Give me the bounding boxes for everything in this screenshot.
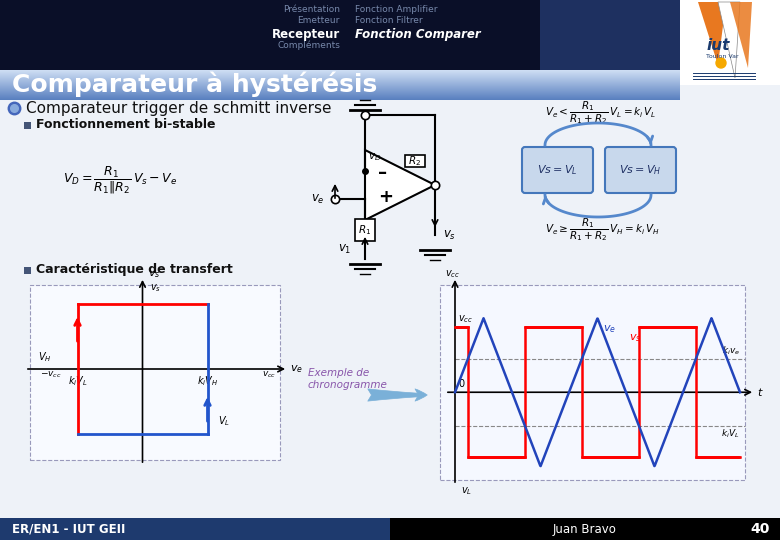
Text: Fonction Filtrer: Fonction Filtrer bbox=[355, 16, 423, 25]
Text: $V_e < \dfrac{R_1}{R_1+R_2}\,V_L = k_i\,V_L$: $V_e < \dfrac{R_1}{R_1+R_2}\,V_L = k_i\,… bbox=[545, 99, 657, 126]
Bar bbox=[405, 155, 425, 167]
Text: Recepteur: Recepteur bbox=[271, 28, 340, 41]
Bar bbox=[0, 80, 680, 81]
Text: $R_2$: $R_2$ bbox=[409, 154, 421, 168]
Text: ER/EN1 - IUT GEII: ER/EN1 - IUT GEII bbox=[12, 523, 126, 536]
Bar bbox=[0, 71, 680, 72]
Text: Fonctionnement bi-stable: Fonctionnement bi-stable bbox=[36, 118, 215, 132]
Text: $k_i V_H$: $k_i V_H$ bbox=[197, 374, 218, 388]
Bar bbox=[0, 92, 680, 93]
Bar bbox=[0, 85, 680, 86]
Text: $v_s$: $v_s$ bbox=[629, 332, 641, 344]
Bar bbox=[0, 88, 680, 89]
Text: Présentation: Présentation bbox=[283, 5, 340, 14]
Text: $v_{cc}$: $v_{cc}$ bbox=[458, 313, 473, 325]
Bar bbox=[390, 518, 780, 540]
Bar bbox=[30, 285, 280, 460]
Bar bbox=[0, 73, 680, 74]
Text: $v_{cc}$: $v_{cc}$ bbox=[445, 268, 460, 280]
Bar bbox=[440, 285, 745, 480]
Polygon shape bbox=[698, 2, 726, 65]
Bar bbox=[0, 97, 680, 98]
Bar bbox=[0, 98, 680, 99]
Bar bbox=[0, 76, 680, 77]
Bar bbox=[0, 91, 680, 92]
Text: $v_s$: $v_s$ bbox=[147, 268, 160, 280]
Bar bbox=[0, 77, 680, 78]
Text: Caractéristique de transfert: Caractéristique de transfert bbox=[36, 264, 232, 276]
Text: Comparateur à hystérésis: Comparateur à hystérésis bbox=[12, 71, 378, 97]
Bar bbox=[0, 99, 680, 100]
Polygon shape bbox=[730, 2, 752, 68]
Bar bbox=[0, 94, 680, 95]
Bar bbox=[0, 84, 680, 85]
Bar bbox=[680, 0, 780, 85]
Bar bbox=[0, 74, 680, 75]
Text: Exemple de
chronogramme: Exemple de chronogramme bbox=[308, 368, 388, 390]
Bar bbox=[0, 96, 680, 97]
Text: $k_i V_L$: $k_i V_L$ bbox=[68, 374, 87, 388]
Text: Toulon Var: Toulon Var bbox=[706, 55, 739, 59]
Bar bbox=[0, 79, 680, 80]
Bar bbox=[540, 0, 740, 72]
Text: $k_i V_L$: $k_i V_L$ bbox=[722, 428, 740, 440]
Bar bbox=[0, 90, 680, 91]
Text: Emetteur: Emetteur bbox=[298, 16, 340, 25]
Text: $k_i v_e$: $k_i v_e$ bbox=[722, 345, 740, 357]
Text: $v_e$: $v_e$ bbox=[311, 192, 325, 206]
Polygon shape bbox=[365, 150, 435, 220]
Bar bbox=[0, 100, 780, 518]
Bar bbox=[0, 72, 680, 73]
Bar bbox=[0, 518, 390, 540]
Text: $v_L$: $v_L$ bbox=[462, 485, 473, 497]
Text: 40: 40 bbox=[750, 522, 770, 536]
Bar bbox=[0, 95, 680, 96]
Bar bbox=[0, 83, 680, 84]
Text: $v_{cc}$: $v_{cc}$ bbox=[262, 370, 276, 381]
Text: Fonction Amplifier: Fonction Amplifier bbox=[355, 5, 438, 14]
Bar bbox=[0, 75, 680, 76]
Text: $v_s$: $v_s$ bbox=[151, 282, 161, 294]
Bar bbox=[0, 78, 680, 79]
Text: $R_1$: $R_1$ bbox=[358, 223, 371, 237]
Bar bbox=[0, 89, 680, 90]
Bar bbox=[0, 70, 680, 71]
Bar bbox=[24, 122, 31, 129]
Bar bbox=[0, 93, 680, 94]
Text: $V_D = \dfrac{R_1}{R_1 \| R_2}\, V_s - V_e$: $V_D = \dfrac{R_1}{R_1 \| R_2}\, V_s - V… bbox=[63, 165, 177, 195]
Text: Juan Bravo: Juan Bravo bbox=[553, 523, 617, 536]
Text: $V_e \geq \dfrac{R_1}{R_1+R_2}\,V_H = k_i\,V_H$: $V_e \geq \dfrac{R_1}{R_1+R_2}\,V_H = k_… bbox=[545, 217, 660, 244]
Text: $v_e$: $v_e$ bbox=[290, 363, 303, 375]
Text: Compléments: Compléments bbox=[277, 40, 340, 50]
Text: +: + bbox=[378, 188, 393, 206]
Polygon shape bbox=[718, 2, 740, 78]
Text: $t$: $t$ bbox=[757, 386, 764, 399]
Text: $v_e$: $v_e$ bbox=[604, 323, 616, 335]
Text: Comparateur trigger de schmitt inverse: Comparateur trigger de schmitt inverse bbox=[26, 100, 332, 116]
Text: $Vs=V_H$: $Vs=V_H$ bbox=[619, 163, 661, 177]
Bar bbox=[0, 86, 680, 87]
Text: iut: iut bbox=[707, 37, 729, 52]
Text: $Vs=V_L$: $Vs=V_L$ bbox=[537, 163, 578, 177]
Bar bbox=[0, 87, 680, 88]
Bar bbox=[24, 267, 31, 274]
Text: Fonction Comparer: Fonction Comparer bbox=[355, 28, 480, 41]
FancyBboxPatch shape bbox=[605, 147, 676, 193]
FancyBboxPatch shape bbox=[522, 147, 593, 193]
Circle shape bbox=[716, 58, 726, 68]
Bar bbox=[355, 219, 375, 241]
Text: $v_s$: $v_s$ bbox=[443, 228, 456, 241]
Text: $-v_{cc}$: $-v_{cc}$ bbox=[40, 370, 62, 381]
Text: $V_H$: $V_H$ bbox=[38, 350, 51, 364]
Text: –: – bbox=[378, 164, 387, 182]
Text: $v_D$: $v_D$ bbox=[368, 151, 381, 163]
Bar bbox=[0, 82, 680, 83]
Text: $0$: $0$ bbox=[458, 377, 466, 389]
Bar bbox=[0, 0, 540, 72]
Text: $V_L$: $V_L$ bbox=[218, 414, 229, 428]
Text: $v_1$: $v_1$ bbox=[338, 242, 351, 255]
Bar bbox=[0, 81, 680, 82]
